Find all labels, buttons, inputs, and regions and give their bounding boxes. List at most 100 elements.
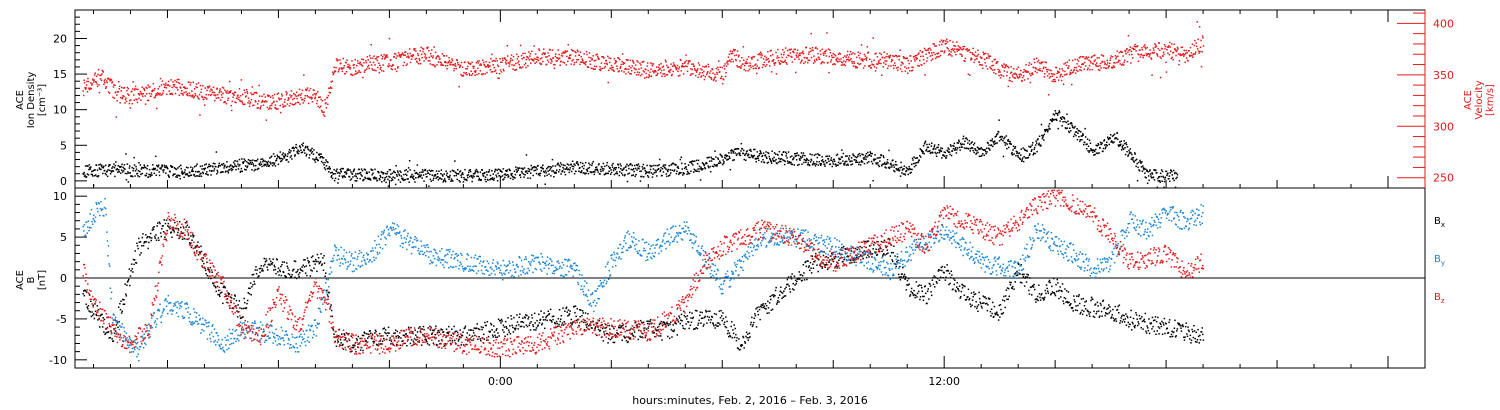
density-point (425, 173, 427, 175)
density-point (149, 175, 152, 178)
velocity-point (626, 68, 628, 70)
velocity-point (632, 59, 634, 62)
density-point (1065, 127, 1067, 130)
density-point (979, 148, 982, 150)
velocity-point (605, 59, 607, 62)
velocity-point (97, 68, 100, 71)
velocity-point (231, 109, 233, 112)
field-bx-point (109, 336, 112, 339)
velocity-point (463, 71, 465, 74)
velocity-point (1016, 68, 1018, 70)
velocity-point (1009, 72, 1012, 74)
velocity-point (615, 61, 617, 64)
density-point (441, 178, 443, 180)
density-point (1044, 129, 1046, 131)
velocity-point (859, 63, 862, 65)
velocity-point (1061, 75, 1064, 78)
velocity-point (142, 93, 144, 95)
density-point (352, 176, 354, 178)
velocity-point (281, 103, 284, 106)
density-point (544, 183, 546, 185)
velocity-point (1082, 63, 1084, 66)
velocity-point (108, 92, 111, 94)
velocity-point (215, 97, 218, 99)
velocity-point (993, 59, 996, 61)
density-point (675, 164, 677, 166)
velocity-point (465, 67, 467, 70)
density-point (616, 171, 618, 173)
density-point (709, 165, 711, 168)
velocity-point (218, 91, 220, 94)
velocity-point (600, 62, 603, 64)
velocity-point (1118, 59, 1120, 62)
density-point (1016, 152, 1018, 155)
field-bx-point (132, 258, 135, 261)
velocity-point (390, 59, 392, 61)
velocity-point (163, 83, 165, 86)
velocity-point (879, 52, 881, 54)
velocity-point (174, 79, 176, 82)
velocity-point (193, 95, 195, 98)
field-bx-point (96, 314, 98, 317)
velocity-point (156, 94, 158, 96)
velocity-point (424, 56, 426, 58)
density-point (310, 152, 313, 154)
velocity-point (390, 68, 393, 70)
density-point (723, 156, 726, 159)
density-point (644, 167, 646, 170)
density-point (656, 169, 658, 171)
density-point (773, 156, 775, 159)
field-bx-point (91, 311, 93, 313)
density-point (826, 155, 829, 157)
density-point (341, 175, 344, 177)
velocity-point (500, 61, 502, 63)
density-point (296, 152, 299, 154)
velocity-point (175, 86, 177, 89)
density-point (847, 157, 850, 159)
velocity-point (655, 74, 657, 77)
density-point (419, 171, 421, 174)
density-point (1043, 139, 1045, 141)
field-bx-point (123, 303, 126, 305)
density-point (105, 164, 107, 167)
velocity-point (996, 61, 998, 64)
velocity-point (801, 52, 804, 54)
velocity-point (1018, 77, 1020, 79)
velocity-point (584, 63, 587, 66)
velocity-point (194, 94, 197, 97)
density-point (470, 176, 473, 178)
density-point (187, 167, 189, 169)
velocity-point (1148, 55, 1150, 58)
velocity-point (890, 65, 892, 67)
density-point (260, 158, 262, 161)
velocity-point (651, 63, 653, 65)
density-point (382, 173, 384, 175)
density-point (699, 179, 702, 181)
field-bx-point (120, 300, 122, 302)
density-point (249, 161, 252, 164)
density-point (785, 152, 788, 155)
density-point (728, 152, 730, 154)
density-point (400, 171, 402, 173)
density-point (984, 149, 986, 151)
velocity-point (420, 53, 423, 56)
velocity-point (190, 81, 192, 84)
velocity-point (1013, 77, 1016, 79)
velocity-point (572, 50, 575, 52)
density-point (552, 165, 554, 167)
density-point (488, 169, 491, 171)
field-bx-point (131, 268, 133, 270)
velocity-point (224, 101, 227, 103)
velocity-point (1089, 68, 1091, 71)
density-point (844, 160, 846, 163)
density-point (787, 151, 790, 153)
velocity-point (1160, 57, 1162, 60)
velocity-point (1130, 50, 1133, 53)
density-point (361, 169, 364, 172)
velocity-point (1125, 53, 1127, 55)
density-point (670, 172, 672, 174)
density-point (597, 164, 600, 166)
velocity-point (1124, 50, 1127, 53)
density-point (320, 160, 323, 163)
velocity-point (296, 101, 299, 104)
